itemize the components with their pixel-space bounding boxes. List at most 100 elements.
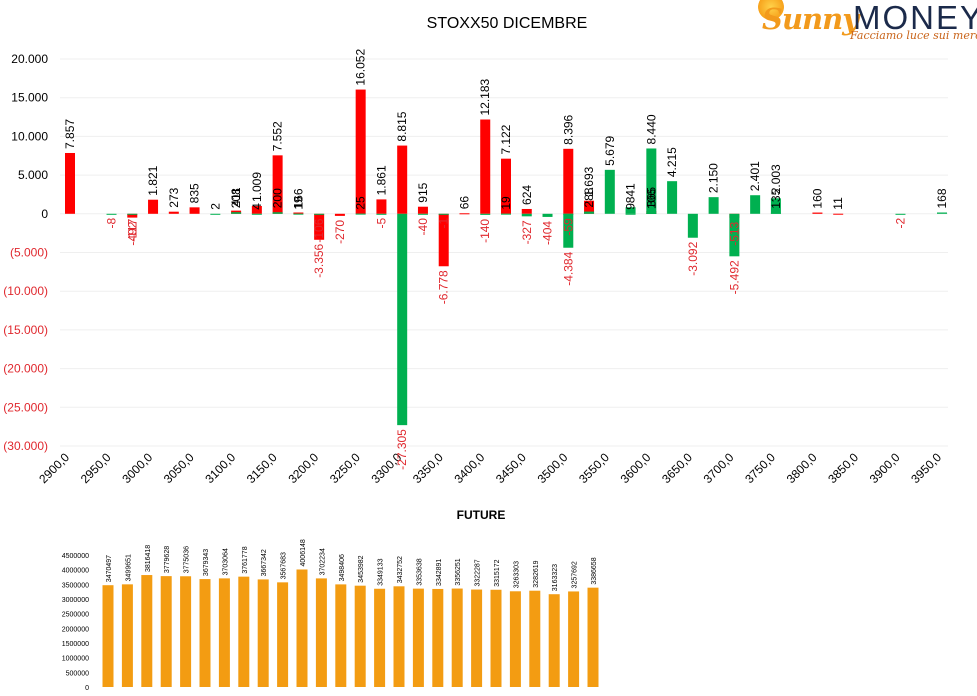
data-label: 9 xyxy=(624,203,638,210)
x-tick-label: 3650,0 xyxy=(659,450,695,486)
x-tick-label: 3850,0 xyxy=(825,450,861,486)
future-bar xyxy=(568,591,580,687)
future-data-label: 3322287 xyxy=(475,559,482,586)
logo-tagline: Facciamo luce sui mercati xyxy=(850,29,977,42)
future-data-label: 3163323 xyxy=(552,564,559,591)
x-tick-label: 3900,0 xyxy=(867,450,903,486)
bar xyxy=(334,213,345,216)
bar xyxy=(501,158,511,214)
bar xyxy=(521,208,532,214)
future-bars xyxy=(102,569,599,687)
x-tick-label: 3950,0 xyxy=(908,450,944,486)
future-data-label: 3349133 xyxy=(378,558,385,585)
future-data-label: 3257692 xyxy=(572,561,579,588)
x-tick-label: 3700,0 xyxy=(701,450,737,486)
future-bar xyxy=(374,588,386,687)
bar xyxy=(729,213,740,257)
future-bar xyxy=(471,589,483,687)
future-data-label: 3315172 xyxy=(494,559,501,586)
future-data-label: 3498406 xyxy=(339,554,346,581)
x-tick-label: 3000,0 xyxy=(119,450,155,486)
data-label: 166 xyxy=(291,188,305,208)
bar xyxy=(189,207,200,214)
future-data-label: 3702234 xyxy=(319,548,326,575)
x-tick-label: 3150,0 xyxy=(244,450,280,486)
data-label: 1.009 xyxy=(250,172,264,202)
logo-sunny-text: Sunny xyxy=(762,2,859,36)
data-label: 1.693 xyxy=(582,166,596,196)
data-label: 915 xyxy=(416,182,430,202)
options-open-interest-chart: STOXX50 DICEMBRE (30.000) (25.000) (20.000… xyxy=(3,15,949,486)
data-label: 8.396 xyxy=(561,114,575,144)
x-tick-label: 3800,0 xyxy=(784,450,820,486)
data-label: -27.305 xyxy=(395,429,409,470)
future-data-label: 4006148 xyxy=(300,539,307,566)
future-data-label: 3453982 xyxy=(358,555,365,582)
bar xyxy=(417,213,428,215)
future-data-label: 3703064 xyxy=(222,548,229,575)
future-data-label: 3432752 xyxy=(397,556,404,583)
data-label: 200 xyxy=(271,188,285,208)
x-tick-label: 3400,0 xyxy=(452,450,488,486)
x-tick-label: 3600,0 xyxy=(618,450,654,486)
future-bar xyxy=(587,587,599,687)
bar xyxy=(355,213,366,215)
y-tick-label: (5.000) xyxy=(10,246,48,260)
data-label: -4.384 xyxy=(561,251,575,285)
future-data-label: 3353638 xyxy=(416,558,423,585)
data-label: -59 xyxy=(561,218,575,236)
bar xyxy=(937,212,947,214)
bar xyxy=(459,213,470,215)
bar xyxy=(438,213,449,215)
bar xyxy=(750,195,761,214)
bars xyxy=(65,89,947,426)
data-label: 11 xyxy=(831,197,845,210)
future-bar xyxy=(218,578,230,687)
bar xyxy=(895,213,906,215)
x-tick-label: 3100,0 xyxy=(202,450,238,486)
data-label: 841 xyxy=(624,183,638,203)
future-data-label: 3499651 xyxy=(125,554,132,581)
future-bar xyxy=(180,576,192,687)
data-label: 1.861 xyxy=(374,165,388,195)
data-label: 2 xyxy=(208,203,222,210)
data-label: 2.401 xyxy=(748,161,762,191)
future-bar xyxy=(199,579,211,687)
data-label: 8.815 xyxy=(395,111,409,141)
future-data-label: 3342891 xyxy=(436,559,443,586)
bar xyxy=(376,199,387,214)
data-label: 273 xyxy=(167,187,181,207)
data-label: -513 xyxy=(727,221,741,245)
future-bar xyxy=(548,594,560,687)
future-y-tick-label: 3000000 xyxy=(62,597,89,604)
data-label: 2.003 xyxy=(769,164,783,194)
data-label: -327 xyxy=(520,220,534,244)
bar xyxy=(293,213,304,215)
data-label: -106 xyxy=(312,218,326,242)
data-label: 16.052 xyxy=(354,49,368,86)
x-tick-label: 3550,0 xyxy=(576,450,612,486)
x-tick-label: 2950,0 xyxy=(78,450,114,486)
future-data-label: 3567683 xyxy=(281,552,288,579)
bar xyxy=(667,181,678,214)
future-bar xyxy=(277,582,289,687)
chart-title: STOXX50 DICEMBRE xyxy=(427,15,588,32)
bar xyxy=(272,155,283,214)
y-tick-label: (20.000) xyxy=(3,362,48,376)
bar xyxy=(563,148,574,214)
future-data-label: 3356251 xyxy=(455,558,462,585)
data-label: -3.092 xyxy=(686,241,700,275)
future-data-label: 3816418 xyxy=(145,545,152,572)
future-data-label: 3761778 xyxy=(242,546,249,573)
future-y-tick-label: 1500000 xyxy=(62,641,89,648)
future-bar xyxy=(141,575,153,687)
data-label: 5.679 xyxy=(603,135,617,165)
future-bar xyxy=(354,585,366,687)
data-label: -404 xyxy=(541,221,555,245)
data-label: 135 xyxy=(769,188,783,208)
sun-icon xyxy=(758,0,784,20)
data-label: -40 xyxy=(416,218,430,236)
data-label: 160 xyxy=(810,188,824,208)
future-bar xyxy=(412,588,424,687)
future-data-label: 3667342 xyxy=(261,549,268,576)
